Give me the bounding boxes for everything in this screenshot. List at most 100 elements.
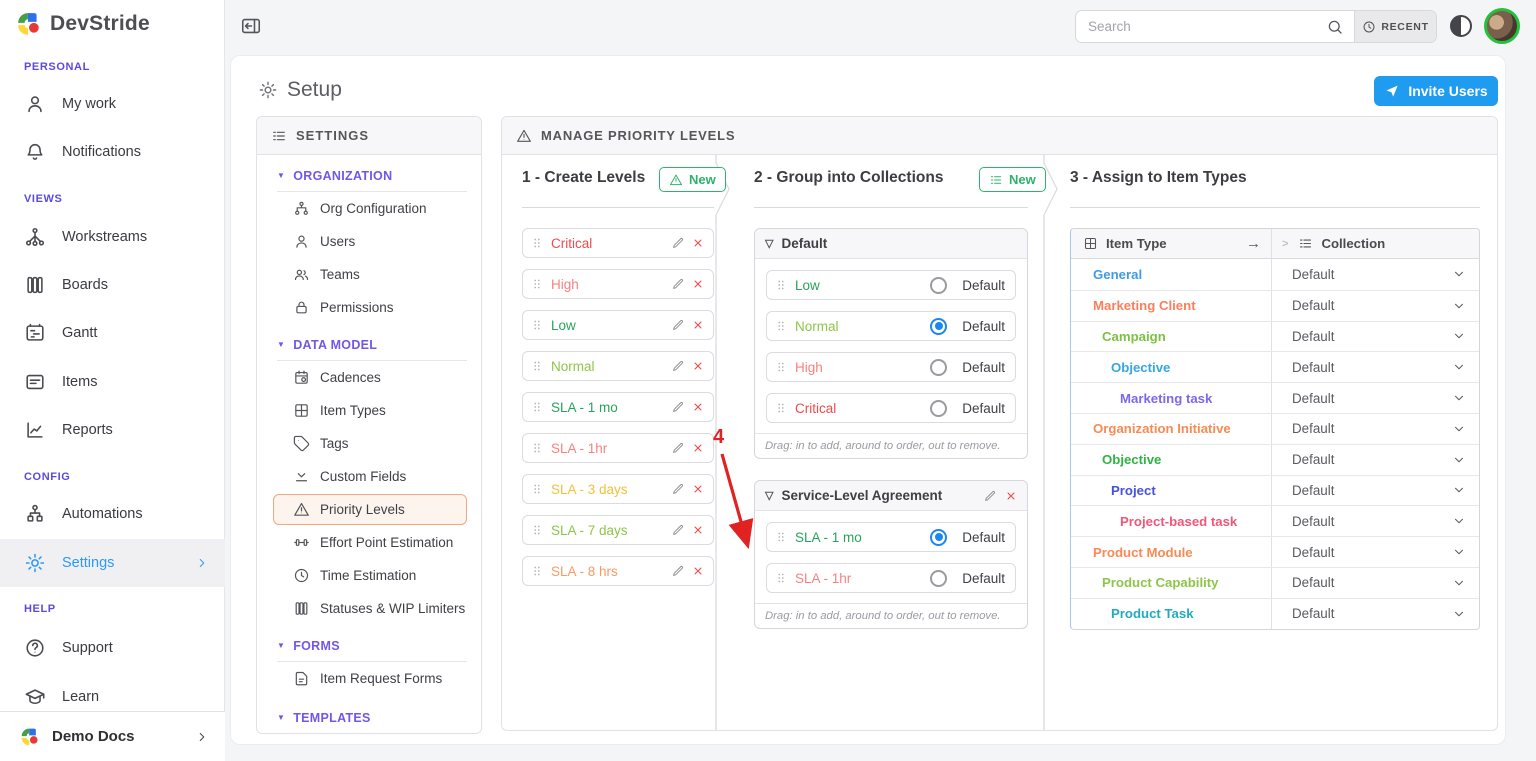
collapse-sidebar-icon[interactable] [240, 15, 262, 37]
nav-item-item-types[interactable]: Item Types [257, 394, 481, 427]
nav-item-tags[interactable]: Tags [257, 427, 481, 460]
collection-select[interactable]: Default [1272, 599, 1479, 629]
sidebar-footer-demo-docs[interactable]: Demo Docs [0, 711, 225, 761]
delete-x-icon[interactable] [1005, 490, 1017, 502]
delete-x-icon[interactable] [692, 319, 704, 331]
default-radio[interactable] [930, 399, 948, 417]
drag-handle-icon[interactable] [530, 359, 544, 373]
drag-handle-icon[interactable] [530, 482, 544, 496]
theme-contrast-toggle-icon[interactable] [1450, 15, 1472, 37]
collection-select[interactable]: Default [1272, 352, 1479, 382]
delete-x-icon[interactable] [692, 442, 704, 454]
sidebar-item-learn[interactable]: Learn [0, 673, 225, 721]
drag-handle-icon[interactable] [774, 319, 788, 333]
delete-x-icon[interactable] [692, 401, 704, 413]
nav-item-custom-fields[interactable]: Custom Fields [257, 460, 481, 493]
collection-select[interactable]: Default [1272, 476, 1479, 506]
avatar[interactable] [1484, 8, 1520, 44]
nav-item-teams[interactable]: Teams [257, 258, 481, 291]
search-bar: RECENT [1075, 10, 1437, 43]
drag-handle-icon[interactable] [530, 318, 544, 332]
collection-select[interactable]: Default [1272, 568, 1479, 598]
nav-item-effort-point-estimation[interactable]: Effort Point Estimation [257, 526, 481, 559]
drag-handle-icon[interactable] [774, 571, 788, 585]
nav-item-cadences[interactable]: Cadences [257, 361, 481, 394]
nav-item-priority-levels[interactable]: Priority Levels [273, 494, 467, 525]
nav-group-organization[interactable]: ▼ ORGANIZATION [277, 169, 393, 183]
delete-x-icon[interactable] [692, 565, 704, 577]
sidebar-item-my-work[interactable]: My work [0, 80, 225, 128]
edit-pencil-icon[interactable] [671, 564, 685, 578]
collection-select[interactable]: Default [1272, 383, 1479, 413]
nav-item-users[interactable]: Users [257, 225, 481, 258]
edit-pencil-icon[interactable] [671, 441, 685, 455]
level-row: SLA - 8 hrs [522, 556, 714, 586]
drag-handle-icon[interactable] [774, 360, 788, 374]
sidebar-item-reports[interactable]: Reports [0, 406, 225, 454]
nav-item-time-estimation[interactable]: Time Estimation [257, 559, 481, 592]
collection-select[interactable]: Default [1272, 291, 1479, 321]
nav-item-permissions[interactable]: Permissions [257, 291, 481, 324]
default-radio[interactable] [930, 276, 948, 294]
drag-handle-icon[interactable] [530, 400, 544, 414]
collapse-triangle-icon[interactable]: ▽ [765, 490, 774, 502]
new-level-button[interactable]: New [659, 167, 726, 192]
level-row: Critical [522, 228, 714, 258]
nav-item-statuses-wip-limiters[interactable]: Statuses & WIP Limiters [257, 592, 481, 625]
drag-handle-icon[interactable] [774, 401, 788, 415]
new-collection-button[interactable]: New [979, 167, 1046, 192]
default-radio[interactable] [930, 317, 948, 335]
sidebar-item-notifications[interactable]: Notifications [0, 128, 225, 176]
nav-group-templates[interactable]: ▼ TEMPLATES [277, 711, 371, 725]
edit-pencil-icon[interactable] [671, 400, 685, 414]
edit-pencil-icon[interactable] [671, 277, 685, 291]
sidebar-item-gantt[interactable]: Gantt [0, 309, 225, 357]
sidebar-item-support[interactable]: Support [0, 624, 225, 672]
collection-select[interactable]: Default [1272, 506, 1479, 536]
search-input[interactable] [1076, 11, 1326, 42]
edit-pencil-icon[interactable] [671, 236, 685, 250]
edit-pencil-icon[interactable] [671, 482, 685, 496]
edit-pencil-icon[interactable] [671, 318, 685, 332]
app-logo[interactable]: DevStride [16, 11, 150, 37]
sidebar-item-settings[interactable]: Settings [0, 539, 225, 587]
sidebar-item-automations[interactable]: Automations [0, 490, 225, 538]
sidebar-item-boards[interactable]: Boards [0, 261, 225, 309]
drag-handle-icon[interactable] [530, 277, 544, 291]
edit-pencil-icon[interactable] [983, 489, 997, 503]
sidebar-item-items[interactable]: Items [0, 358, 225, 406]
collection-select[interactable]: Default [1272, 445, 1479, 475]
collection-select[interactable]: Default [1272, 322, 1479, 352]
nav-item-item-request-forms[interactable]: Item Request Forms [257, 662, 481, 695]
delete-x-icon[interactable] [692, 278, 704, 290]
delete-x-icon[interactable] [692, 360, 704, 372]
drag-handle-icon[interactable] [530, 564, 544, 578]
triangle-down-icon: ▼ [277, 340, 286, 349]
drag-handle-icon[interactable] [774, 530, 788, 544]
sidebar-item-workstreams[interactable]: Workstreams [0, 213, 225, 261]
invite-users-button[interactable]: Invite Users [1374, 76, 1498, 106]
collapse-triangle-icon[interactable]: ▽ [765, 238, 774, 250]
nav-group-forms[interactable]: ▼ FORMS [277, 639, 340, 653]
collection-select[interactable]: Default [1272, 537, 1479, 567]
drag-handle-icon[interactable] [530, 441, 544, 455]
chevron-down-icon [1452, 545, 1466, 559]
default-radio[interactable] [930, 528, 948, 546]
collection-select[interactable]: Default [1272, 414, 1479, 444]
drag-handle-icon[interactable] [530, 236, 544, 250]
delete-x-icon[interactable] [692, 524, 704, 536]
edit-pencil-icon[interactable] [671, 359, 685, 373]
delete-x-icon[interactable] [692, 237, 704, 249]
nav-group-data-model[interactable]: ▼ DATA MODEL [277, 338, 378, 352]
drag-handle-icon[interactable] [530, 523, 544, 537]
drag-handle-icon[interactable] [774, 278, 788, 292]
default-radio[interactable] [930, 569, 948, 587]
delete-x-icon[interactable] [692, 483, 704, 495]
step1-title: 1 - Create Levels [522, 169, 646, 186]
nav-item-org-configuration[interactable]: Org Configuration [257, 192, 481, 225]
edit-pencil-icon[interactable] [671, 523, 685, 537]
recent-button[interactable]: RECENT [1354, 11, 1436, 42]
collection-select[interactable]: Default [1272, 259, 1479, 290]
chevron-down-icon [1452, 576, 1466, 590]
default-radio[interactable] [930, 358, 948, 376]
